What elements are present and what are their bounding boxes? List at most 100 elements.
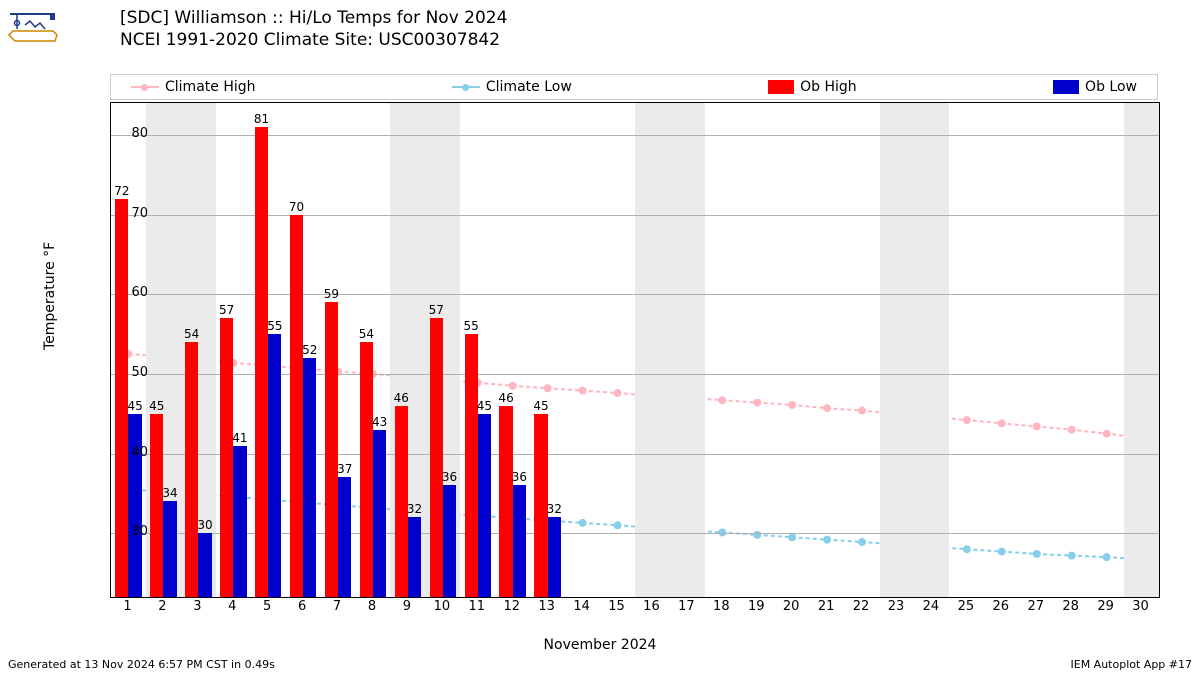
ob-high-label: 54 — [354, 327, 378, 341]
x-tick-label: 9 — [392, 599, 422, 614]
legend-climate-high: Climate High — [131, 79, 256, 95]
ob-low-label: 36 — [438, 470, 462, 484]
x-tick-label: 14 — [567, 599, 597, 614]
x-tick-label: 4 — [217, 599, 247, 614]
ob-low-bar — [268, 334, 281, 597]
legend-ob-high: Ob High — [768, 79, 857, 95]
x-tick-label: 10 — [427, 599, 457, 614]
ob-high-label: 54 — [180, 327, 204, 341]
ob-high-label: 70 — [284, 200, 308, 214]
ob-high-bar — [430, 318, 443, 597]
weekend-band — [635, 103, 670, 597]
ob-high-label: 81 — [250, 112, 274, 126]
ob-low-bar — [548, 517, 561, 597]
legend-climate-low: Climate Low — [452, 79, 572, 95]
weekend-band — [1124, 103, 1159, 597]
ob-low-bar — [128, 414, 141, 597]
x-tick-label: 19 — [741, 599, 771, 614]
weekend-band — [880, 103, 915, 597]
ob-high-bar — [185, 342, 198, 597]
ob-high-label: 55 — [459, 319, 483, 333]
ob-high-bar — [220, 318, 233, 597]
x-tick-label: 11 — [462, 599, 492, 614]
x-tick-label: 16 — [636, 599, 666, 614]
x-axis-label: November 2024 — [0, 637, 1200, 653]
ob-low-bar — [163, 501, 176, 597]
x-tick-label: 2 — [147, 599, 177, 614]
ob-low-bar — [373, 430, 386, 597]
ob-low-bar — [198, 533, 211, 597]
x-tick-label: 5 — [252, 599, 282, 614]
ob-high-bar — [255, 127, 268, 597]
x-tick-label: 23 — [881, 599, 911, 614]
legend-ob-low: Ob Low — [1053, 79, 1137, 95]
ob-high-label: 45 — [529, 399, 553, 413]
ob-low-label: 34 — [158, 486, 182, 500]
ob-low-label: 32 — [403, 502, 427, 516]
weekend-band — [670, 103, 705, 597]
ob-high-bar — [360, 342, 373, 597]
gridline — [111, 215, 1159, 216]
gridline — [111, 135, 1159, 136]
x-tick-label: 27 — [1021, 599, 1051, 614]
x-tick-label: 3 — [182, 599, 212, 614]
x-tick-label: 20 — [776, 599, 806, 614]
y-tick-label: 30 — [108, 524, 148, 539]
ob-high-label: 45 — [145, 399, 169, 413]
ob-high-bar — [499, 406, 512, 597]
x-tick-label: 22 — [846, 599, 876, 614]
ob-low-bar — [408, 517, 421, 597]
ob-low-label: 41 — [228, 431, 252, 445]
x-tick-label: 8 — [357, 599, 387, 614]
ob-high-bar — [325, 302, 338, 597]
title-line1: [SDC] Williamson :: Hi/Lo Temps for Nov … — [120, 8, 507, 28]
ob-low-bar — [443, 485, 456, 597]
x-tick-label: 21 — [811, 599, 841, 614]
ob-low-label: 52 — [298, 343, 322, 357]
ob-low-label: 45 — [472, 399, 496, 413]
plot-area: 7245453454305741815570525937544346325736… — [110, 102, 1160, 598]
ob-high-bar — [465, 334, 478, 597]
x-tick-label: 30 — [1126, 599, 1156, 614]
x-tick-label: 24 — [916, 599, 946, 614]
iem-logo — [5, 5, 60, 45]
weekend-band — [914, 103, 949, 597]
x-tick-label: 13 — [532, 599, 562, 614]
x-tick-label: 1 — [112, 599, 142, 614]
x-tick-label: 18 — [706, 599, 736, 614]
x-tick-label: 6 — [287, 599, 317, 614]
x-tick-label: 29 — [1091, 599, 1121, 614]
y-tick-label: 70 — [108, 206, 148, 221]
x-tick-label: 17 — [671, 599, 701, 614]
x-tick-label: 28 — [1056, 599, 1086, 614]
ob-low-bar — [338, 477, 351, 597]
footer-generated: Generated at 13 Nov 2024 6:57 PM CST in … — [8, 658, 275, 671]
ob-high-label: 57 — [424, 303, 448, 317]
x-tick-label: 15 — [602, 599, 632, 614]
ob-high-label: 46 — [389, 391, 413, 405]
ob-high-label: 72 — [110, 184, 134, 198]
ob-low-bar — [478, 414, 491, 597]
ob-low-label: 36 — [507, 470, 531, 484]
ob-low-label: 37 — [333, 462, 357, 476]
title-line2: NCEI 1991-2020 Climate Site: USC00307842 — [120, 30, 507, 50]
x-tick-label: 26 — [986, 599, 1016, 614]
y-tick-label: 60 — [108, 285, 148, 300]
chart-title: [SDC] Williamson :: Hi/Lo Temps for Nov … — [120, 8, 507, 50]
ob-low-bar — [513, 485, 526, 597]
y-tick-label: 80 — [108, 126, 148, 141]
footer-app: IEM Autoplot App #17 — [1071, 658, 1193, 671]
ob-low-bar — [303, 358, 316, 597]
ob-high-bar — [150, 414, 163, 597]
ob-high-bar — [290, 215, 303, 597]
x-tick-label: 25 — [951, 599, 981, 614]
gridline — [111, 294, 1159, 295]
x-tick-label: 7 — [322, 599, 352, 614]
ob-low-label: 43 — [368, 415, 392, 429]
legend: Climate High Climate Low Ob High Ob Low — [110, 74, 1158, 100]
ob-high-label: 46 — [494, 391, 518, 405]
ob-high-label: 59 — [319, 287, 343, 301]
y-axis-label: Temperature °F — [42, 242, 58, 350]
ob-low-label: 32 — [542, 502, 566, 516]
ob-low-label: 55 — [263, 319, 287, 333]
